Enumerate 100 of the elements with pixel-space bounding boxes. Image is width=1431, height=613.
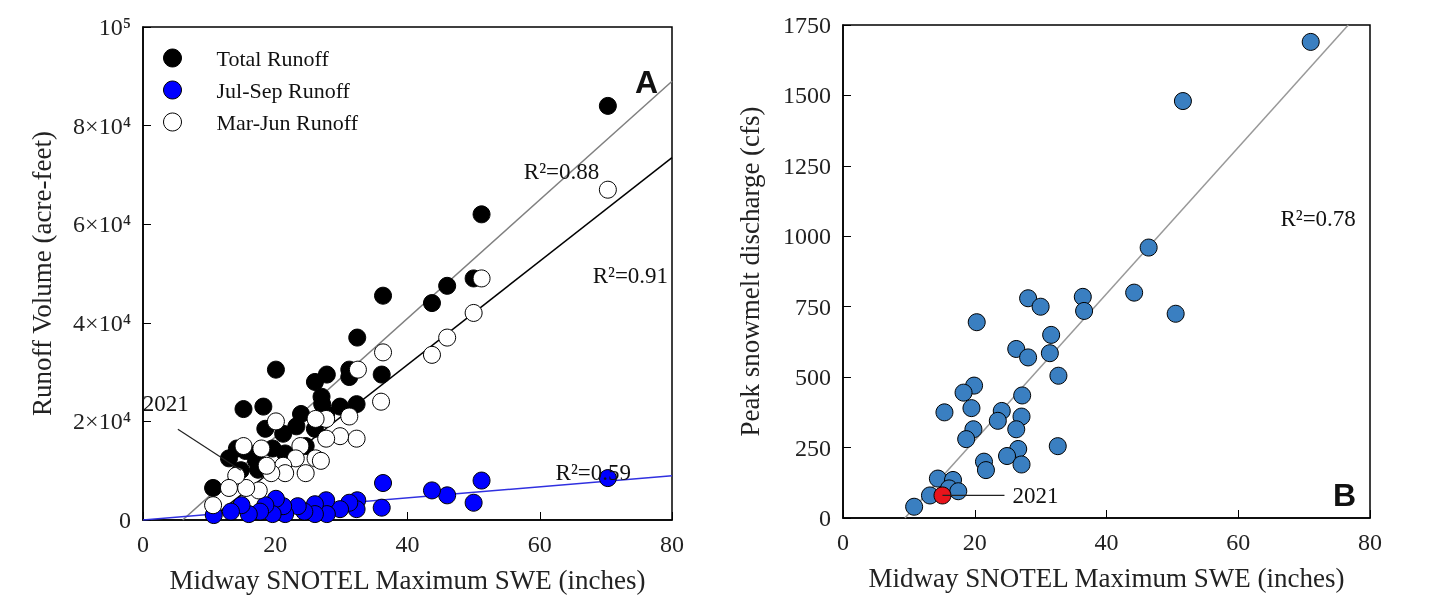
point (1166, 304, 1185, 323)
legend-label: Total Runoff (216, 45, 330, 71)
x-tick-label: 0 (137, 531, 149, 557)
point (234, 437, 253, 456)
point (905, 497, 924, 516)
point (1031, 297, 1050, 316)
point (204, 478, 223, 497)
y-tick-label: 0 (119, 507, 131, 533)
point (252, 439, 271, 458)
point (933, 486, 952, 505)
annotation: A (634, 64, 659, 101)
y-tick-label: 0 (819, 505, 831, 531)
point (234, 400, 253, 419)
point (988, 411, 1007, 430)
point (438, 276, 457, 295)
y-tick-label: 2×10⁴ (73, 408, 131, 435)
point (957, 430, 976, 449)
point (254, 397, 273, 416)
point (962, 399, 981, 418)
point (422, 294, 441, 313)
annotation: 2021 (142, 391, 189, 417)
point (372, 498, 391, 517)
y-axis-title: Peak snowmelt discharge (cfs) (734, 106, 765, 437)
y-tick-label: 8×10⁴ (73, 112, 131, 139)
annotation: B (1333, 476, 1357, 513)
annotation: R²=0.78 (1280, 206, 1356, 232)
x-tick-label: 20 (263, 531, 288, 557)
x-tick-label: 20 (962, 529, 987, 555)
point (219, 449, 238, 468)
x-tick-label: 40 (395, 531, 420, 557)
y-axis-title: Runoff Volume (acre-feet) (26, 131, 57, 416)
y-tick-label: 1250 (783, 152, 831, 179)
point (266, 412, 285, 431)
point (305, 372, 324, 391)
point (372, 365, 391, 384)
y-tick-label: 4×10⁴ (73, 309, 131, 336)
point (967, 313, 986, 332)
y-tick-label: 250 (795, 434, 831, 461)
point (472, 471, 491, 490)
point (949, 482, 968, 501)
point (221, 502, 240, 521)
point (204, 496, 223, 515)
y-tick-label: 1500 (783, 82, 831, 109)
point (464, 493, 483, 512)
point (1073, 287, 1092, 306)
y-tick-label: 1000 (783, 223, 831, 250)
point (1013, 386, 1032, 405)
y-tick-label: 1750 (783, 12, 831, 38)
point (1007, 420, 1026, 439)
point (935, 403, 954, 422)
point (257, 456, 276, 475)
x-axis-title: Midway SNOTEL Maximum SWE (inches) (868, 562, 1345, 593)
y-tick-label: 500 (795, 364, 831, 391)
point (1301, 32, 1320, 51)
point (464, 303, 483, 322)
x-tick-label: 60 (1226, 529, 1251, 555)
y-tick-label: 750 (795, 293, 831, 320)
point (374, 474, 393, 493)
annotation: R²=0.91 (592, 262, 669, 288)
point (1042, 325, 1061, 344)
point (1048, 437, 1067, 456)
legend-label: Mar-Jun Runoff (216, 109, 359, 135)
x-tick-label: 80 (660, 531, 684, 557)
point (976, 461, 995, 480)
point (374, 286, 393, 305)
point (1019, 348, 1038, 367)
y-tick-label: 6×10⁴ (73, 211, 131, 238)
point (287, 417, 306, 436)
point (1139, 238, 1158, 257)
y-tick-label: 10⁵ (98, 14, 131, 40)
point (266, 360, 285, 379)
point (348, 328, 367, 347)
point (472, 269, 491, 288)
point (1040, 344, 1059, 363)
point (1075, 301, 1094, 320)
x-axis-title: Midway SNOTEL Maximum SWE (inches) (169, 564, 646, 595)
point (1049, 366, 1068, 385)
point (1125, 283, 1144, 302)
annotation: R²=0.88 (523, 159, 600, 185)
point (348, 360, 367, 379)
x-tick-label: 60 (527, 531, 552, 557)
point (306, 409, 325, 428)
legend-label: Jul-Sep Runoff (216, 77, 351, 103)
annotation: 2021 (1012, 482, 1059, 508)
point (472, 205, 491, 224)
point (438, 486, 457, 505)
point (1173, 92, 1192, 111)
point (311, 451, 330, 470)
x-tick-label: 0 (837, 529, 849, 555)
point (422, 481, 441, 500)
x-tick-label: 80 (1358, 529, 1382, 555)
point (598, 96, 617, 115)
point (1019, 289, 1038, 308)
point (954, 383, 973, 402)
point (1012, 455, 1031, 474)
annotation: R²=0.59 (555, 459, 632, 485)
point (1007, 339, 1026, 358)
point (438, 328, 457, 347)
x-tick-label: 40 (1094, 529, 1119, 555)
point (998, 447, 1017, 466)
